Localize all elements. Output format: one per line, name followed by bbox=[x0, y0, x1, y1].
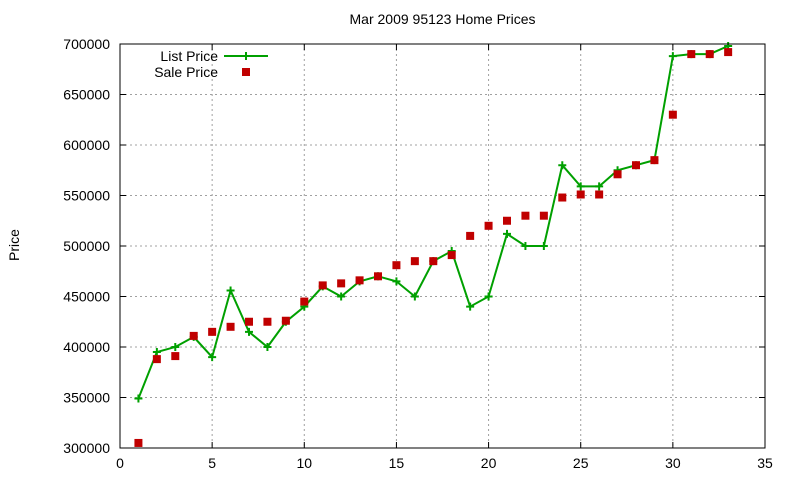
data-point bbox=[134, 394, 143, 403]
data-point bbox=[429, 257, 438, 266]
x-tick-label: 5 bbox=[208, 455, 216, 471]
y-tick-label: 550000 bbox=[63, 188, 110, 204]
data-point bbox=[484, 221, 493, 230]
data-point bbox=[392, 261, 401, 270]
x-tick-label: 15 bbox=[389, 455, 405, 471]
y-tick-label: 400000 bbox=[63, 339, 110, 355]
x-tick-label: 25 bbox=[573, 455, 589, 471]
data-point bbox=[171, 343, 180, 351]
data-point bbox=[539, 211, 548, 220]
data-point bbox=[263, 317, 272, 326]
data-point bbox=[134, 438, 143, 447]
data-point bbox=[466, 302, 475, 311]
data-point bbox=[245, 317, 253, 326]
data-point bbox=[392, 277, 401, 286]
legend-square-marker bbox=[242, 68, 250, 76]
y-tick-label: 650000 bbox=[63, 87, 110, 103]
data-point bbox=[374, 272, 382, 281]
data-point bbox=[668, 110, 677, 119]
data-point bbox=[318, 281, 327, 290]
data-point bbox=[558, 161, 567, 170]
data-point bbox=[503, 229, 511, 238]
chart-title: Mar 2009 95123 Home Prices bbox=[349, 11, 536, 27]
data-point bbox=[189, 331, 198, 340]
data-point bbox=[208, 327, 217, 336]
data-point bbox=[705, 50, 714, 59]
data-point bbox=[337, 292, 346, 301]
data-point bbox=[226, 286, 235, 295]
x-tick-label: 0 bbox=[116, 455, 124, 471]
data-point bbox=[171, 352, 180, 361]
legend-plus-marker bbox=[242, 52, 250, 60]
y-tick-label: 300000 bbox=[63, 440, 110, 456]
data-point bbox=[576, 190, 585, 199]
data-point bbox=[724, 48, 733, 57]
data-point bbox=[300, 297, 309, 306]
data-point bbox=[632, 161, 640, 170]
x-tick-label: 30 bbox=[665, 455, 681, 471]
series-sale-price bbox=[134, 48, 733, 447]
data-point bbox=[410, 292, 419, 301]
data-point bbox=[558, 193, 567, 202]
data-point bbox=[539, 242, 548, 250]
x-tick-label: 20 bbox=[481, 455, 497, 471]
data-point bbox=[576, 182, 585, 191]
data-point bbox=[595, 182, 604, 191]
y-tick-label: 350000 bbox=[63, 390, 110, 406]
y-tick-label: 450000 bbox=[63, 289, 110, 305]
series-list-price bbox=[134, 42, 733, 403]
y-tick-label: 700000 bbox=[63, 36, 110, 52]
x-tick-label: 10 bbox=[296, 455, 312, 471]
tick-labels: 0 5 10 15 20 25 30 35 300000 350000 400000 450000 50… bbox=[63, 36, 773, 471]
data-point bbox=[466, 231, 475, 240]
data-point bbox=[281, 316, 290, 325]
data-point bbox=[447, 251, 456, 260]
data-point bbox=[613, 170, 622, 179]
data-point bbox=[208, 353, 217, 362]
legend-label: List Price bbox=[160, 48, 218, 64]
data-point bbox=[521, 211, 530, 220]
data-point bbox=[245, 327, 253, 336]
plot-frame bbox=[119, 43, 766, 449]
data-point bbox=[152, 348, 161, 357]
x-tick-label: 35 bbox=[757, 455, 773, 471]
grid-lines bbox=[120, 44, 765, 448]
data-point bbox=[484, 292, 493, 301]
data-point bbox=[226, 322, 235, 331]
data-point bbox=[595, 190, 604, 199]
data-point bbox=[503, 216, 511, 225]
data-point bbox=[355, 276, 364, 285]
y-tick-label: 500000 bbox=[63, 238, 110, 254]
series-line bbox=[137, 45, 729, 399]
legend-label: Sale Price bbox=[154, 64, 218, 80]
data-point bbox=[668, 52, 677, 61]
data-point bbox=[687, 50, 696, 59]
y-tick-label: 600000 bbox=[63, 137, 110, 153]
series-layer bbox=[134, 42, 733, 447]
data-point bbox=[152, 355, 161, 364]
data-point bbox=[263, 343, 272, 351]
data-point bbox=[337, 279, 346, 288]
data-point bbox=[521, 242, 530, 250]
data-point bbox=[650, 156, 659, 165]
data-point bbox=[410, 257, 419, 266]
